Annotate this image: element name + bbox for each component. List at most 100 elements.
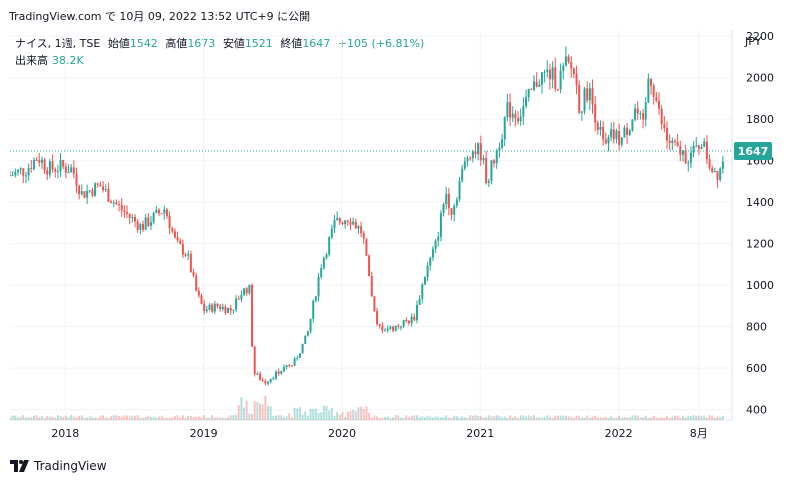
- volume-bar: [586, 415, 589, 420]
- volume-bar: [501, 417, 504, 420]
- candle-body: [144, 217, 147, 230]
- candle-body: [11, 175, 14, 177]
- high-label: 高値: [165, 37, 188, 50]
- volume-bar: [19, 416, 22, 420]
- candle-body: [668, 140, 671, 144]
- candle-body: [591, 88, 594, 105]
- volume-bar: [490, 416, 493, 420]
- volume-bar: [22, 415, 25, 420]
- volume-bar: [389, 417, 392, 420]
- candle-body: [27, 168, 30, 176]
- volume-bar: [559, 415, 562, 420]
- candle-body: [272, 378, 275, 380]
- volume-bar: [168, 417, 171, 420]
- candle-body: [147, 217, 150, 226]
- volume-bar: [455, 416, 458, 420]
- candle-body: [474, 151, 477, 155]
- candle-body: [410, 316, 413, 324]
- volume-bar: [546, 415, 549, 420]
- volume-bar: [575, 415, 578, 420]
- candle-body: [288, 365, 291, 367]
- candle-body: [535, 81, 538, 87]
- volume-bar: [402, 417, 405, 420]
- volume-bar: [562, 415, 565, 420]
- candle-body: [397, 325, 400, 327]
- footer-brand[interactable]: TradingView: [10, 459, 107, 473]
- candle-body: [99, 184, 102, 187]
- candle-body: [578, 84, 581, 113]
- volume-bar: [697, 415, 700, 420]
- volume-bar: [126, 415, 129, 420]
- candle-body: [189, 253, 192, 273]
- close-label: 終値: [280, 37, 303, 50]
- volume-bar: [679, 417, 682, 420]
- x-tick-label: 2018: [51, 427, 79, 440]
- volume-bar: [543, 416, 546, 420]
- volume-bar: [317, 413, 320, 420]
- candle-body: [501, 139, 504, 148]
- candle-body: [227, 307, 230, 313]
- volume-bar: [107, 417, 110, 420]
- candle-body: [442, 204, 445, 214]
- volume-bar: [67, 416, 70, 420]
- candle-body: [697, 145, 700, 149]
- volume-bar: [171, 417, 174, 420]
- volume-bar: [719, 416, 722, 420]
- y-tick-label: 1200: [746, 238, 774, 251]
- candle-body: [107, 189, 110, 202]
- volume-bar: [538, 416, 541, 420]
- brand-label: TradingView: [34, 459, 107, 473]
- volume-bar: [423, 417, 426, 420]
- volume-bar: [450, 417, 453, 420]
- candle-body: [165, 209, 168, 217]
- candle-body: [429, 257, 432, 266]
- volume-bar: [288, 413, 291, 420]
- volume-bar: [479, 415, 482, 420]
- volume-bar: [216, 417, 219, 420]
- volume-bar: [267, 405, 270, 420]
- volume-bar: [519, 415, 522, 420]
- volume-bar: [245, 400, 248, 420]
- volume-bar: [232, 415, 235, 420]
- candle-body: [503, 117, 506, 140]
- volume-bar: [421, 416, 424, 420]
- volume-bar: [532, 415, 535, 420]
- candle-body: [705, 141, 708, 160]
- volume-bar: [264, 395, 267, 420]
- candle-body: [570, 62, 573, 69]
- candle-body: [280, 371, 283, 374]
- volume-bar: [304, 411, 307, 420]
- candle-body: [607, 137, 610, 144]
- candle-body: [532, 81, 535, 90]
- candle-body: [126, 212, 129, 214]
- candle-body: [320, 268, 323, 278]
- price-chart[interactable]: 4006008001000120014001600180020002200201…: [10, 30, 792, 450]
- volume-bar: [224, 417, 227, 420]
- volume-bar: [604, 416, 607, 420]
- candle-body: [141, 224, 144, 230]
- volume-bar: [134, 415, 137, 420]
- volume-bar: [88, 416, 91, 420]
- candle-body: [562, 65, 565, 71]
- volume-bar: [197, 416, 200, 420]
- candle-body: [556, 89, 559, 91]
- volume-bar: [631, 415, 634, 420]
- candle-body: [301, 343, 304, 354]
- candle-body: [78, 185, 81, 195]
- candle-body: [658, 101, 661, 109]
- volume-bar: [112, 415, 115, 420]
- close-value: 1647: [302, 37, 331, 50]
- volume-bar: [474, 415, 477, 420]
- candle-body: [235, 298, 238, 310]
- candle-body: [296, 357, 299, 359]
- candle-body: [418, 298, 421, 305]
- candle-body: [546, 69, 549, 72]
- header-source: TradingView.com で 10月 09, 2022 13:52 UTC…: [9, 10, 311, 23]
- candle-body: [349, 221, 352, 225]
- candle-body: [628, 130, 631, 135]
- volume-bar: [354, 411, 357, 420]
- volume-bar: [471, 415, 474, 420]
- candle-body: [219, 306, 222, 310]
- candle-body: [72, 167, 75, 174]
- candle-body: [487, 181, 490, 183]
